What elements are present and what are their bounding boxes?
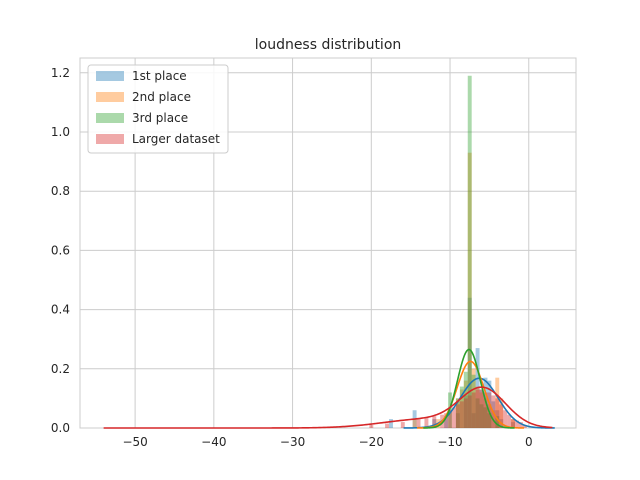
legend-label-1: 1st place [132,69,187,83]
kde-line-4 [103,386,553,429]
y-tick-label: 0.0 [51,421,70,435]
bar-2-13 [495,377,500,428]
x-tick-label: −40 [201,435,226,449]
bar-4-1 [369,425,374,428]
bar-3-9 [483,407,488,428]
bar-1-3 [432,419,437,428]
bar-1-7 [467,297,472,428]
bar-4-8 [444,413,449,428]
y-tick-label: 1.2 [51,66,70,80]
bar-4-14 [467,395,472,428]
bar-1-4 [444,416,449,428]
bar-4-21 [495,398,500,428]
bar-1-16 [511,422,515,428]
bar-3-3 [459,386,464,428]
bar-4-25 [511,419,515,428]
bar-1-1 [389,419,393,428]
bar-4-17 [479,389,484,428]
kde-lines [103,348,555,429]
x-tick-label: −20 [359,435,384,449]
bar-2-3 [455,398,460,428]
bar-1-13 [491,401,496,428]
bar-4-24 [507,414,512,428]
bar-4-16 [475,389,480,428]
y-tick-label: 0.4 [51,303,70,317]
bar-1-8 [471,413,476,428]
bar-1-5 [455,413,460,428]
legend-swatch-4 [96,134,124,144]
bar-4-26 [514,420,519,428]
bar-2-10 [483,398,488,428]
bar-4-9 [448,410,452,428]
bar-4-3 [400,422,405,428]
bar-2-14 [499,398,504,428]
y-tick-label: 1.0 [51,125,70,139]
bar-4-5 [424,417,429,428]
bar-4-15 [471,392,476,428]
bar-3-7 [475,398,480,428]
legend-label-2: 2nd place [132,90,191,104]
bar-4-4 [416,419,421,428]
x-tick-label: −50 [122,435,147,449]
bar-2-6 [467,152,472,428]
bar-2-8 [475,386,480,428]
x-tick-label: 0 [525,435,533,449]
bar-4-11 [455,404,460,428]
y-tick-label: 0.6 [51,243,70,257]
bar-2-4 [459,389,464,428]
bar-3-10 [487,413,492,428]
bar-4-6 [432,416,437,428]
kde-line-3 [423,348,515,429]
bar-2-9 [479,392,484,428]
bar-2-7 [471,368,476,428]
bar-4-10 [452,407,456,428]
bar-3-5 [467,75,472,428]
legend-box [87,64,229,154]
bar-4-28 [522,425,527,428]
bar-4-23 [503,410,508,428]
legend: 1st place 2nd place 3rd place Larger datase… [87,64,229,154]
y-tick-label: 0.8 [51,184,70,198]
bar-3-6 [471,374,476,428]
bar-2-11 [487,404,492,428]
bar-2-1 [412,419,417,428]
y-axis-ticks: 0.0 0.2 0.4 0.6 0.8 1.0 1.2 [51,66,70,435]
legend-swatch-3 [96,113,124,123]
chart-title: loudness distribution [255,37,402,53]
bar-3-4 [463,371,468,428]
legend-swatch-1 [96,71,124,81]
bar-3-11 [495,416,500,428]
bar-4-22 [499,404,504,428]
bar-3-8 [479,404,484,428]
y-tick-label: 0.2 [51,362,70,376]
bar-1-6 [463,395,468,428]
x-axis-ticks: −50 −40 −30 −20 −10 0 [122,435,532,449]
x-tick-label: −30 [280,435,305,449]
kde-line-2 [416,360,525,429]
x-tick-label: −10 [437,435,462,449]
legend-label-3: 3rd place [132,111,188,125]
bar-2-15 [511,419,515,428]
bar-4-2 [385,423,390,428]
bar-4-18 [483,392,488,428]
bar-4-13 [463,398,468,428]
bar-1-10 [479,389,484,428]
bar-4-12 [459,401,464,428]
bar-4-27 [518,422,523,428]
legend-label-4: Larger dataset [132,132,220,146]
bar-3-2 [455,398,460,428]
legend-swatch-2 [96,92,124,102]
bar-2-5 [463,380,468,428]
